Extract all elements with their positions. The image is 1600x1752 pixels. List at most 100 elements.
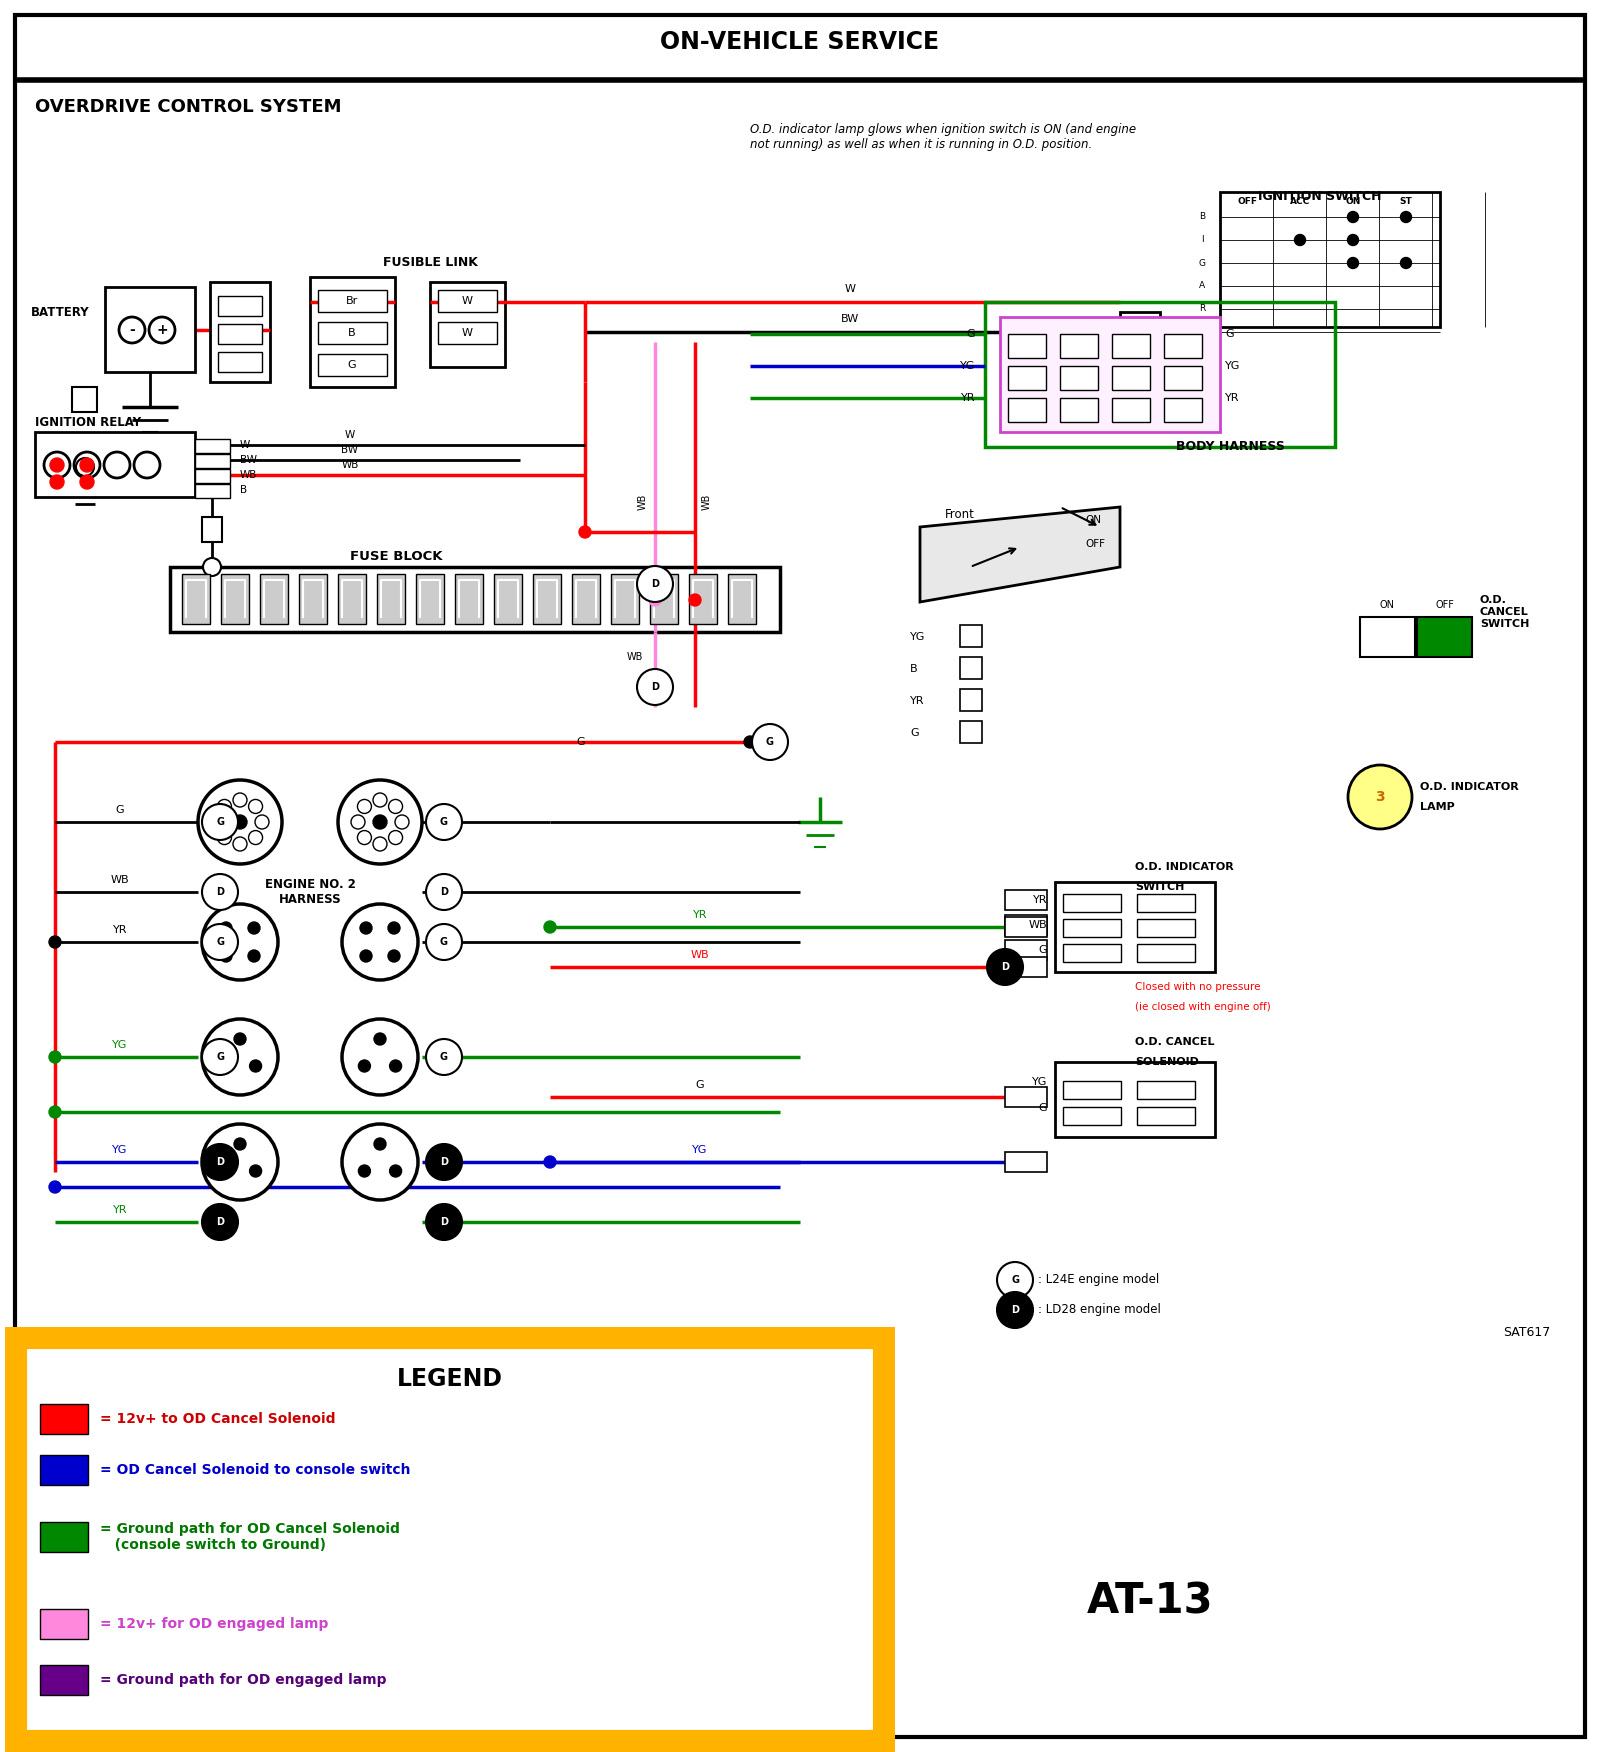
Circle shape <box>219 1165 230 1177</box>
Bar <box>1138 1107 1195 1125</box>
Text: O.D. INDICATOR: O.D. INDICATOR <box>1421 781 1518 792</box>
Circle shape <box>637 669 674 704</box>
Text: G: G <box>440 1051 448 1062</box>
Bar <box>1062 1081 1122 1099</box>
Text: G: G <box>576 738 586 746</box>
Circle shape <box>234 1139 246 1149</box>
Bar <box>1059 366 1098 391</box>
Text: W: W <box>845 284 856 294</box>
Bar <box>960 657 982 680</box>
Text: YG: YG <box>1226 361 1240 371</box>
Bar <box>1062 1107 1122 1125</box>
Circle shape <box>426 1204 462 1240</box>
Text: YG: YG <box>112 1146 128 1155</box>
Text: D: D <box>216 887 224 897</box>
Bar <box>1165 366 1202 391</box>
Bar <box>1360 617 1414 657</box>
Circle shape <box>218 830 232 844</box>
Bar <box>218 296 262 315</box>
Circle shape <box>50 457 64 471</box>
Text: = 12v+ for OD engaged lamp: = 12v+ for OD engaged lamp <box>99 1617 328 1631</box>
Bar <box>299 575 326 624</box>
Circle shape <box>1347 766 1413 829</box>
Circle shape <box>389 830 403 844</box>
Circle shape <box>250 1165 261 1177</box>
Circle shape <box>426 923 462 960</box>
Text: AT-13: AT-13 <box>1086 1580 1213 1622</box>
Circle shape <box>389 799 403 813</box>
Bar <box>960 625 982 646</box>
Text: YR: YR <box>1032 895 1046 906</box>
Bar <box>573 575 600 624</box>
Text: YG: YG <box>693 1146 707 1155</box>
Bar <box>195 454 230 468</box>
Text: IGNITION RELAY: IGNITION RELAY <box>35 415 141 429</box>
Circle shape <box>234 1034 246 1044</box>
Bar <box>318 322 387 343</box>
Circle shape <box>202 1144 238 1181</box>
Circle shape <box>80 475 94 489</box>
Text: WB: WB <box>110 874 130 885</box>
Text: YR: YR <box>910 696 925 706</box>
Circle shape <box>650 594 661 606</box>
Circle shape <box>50 936 61 948</box>
Circle shape <box>1347 258 1358 268</box>
Circle shape <box>360 950 371 962</box>
Text: G: G <box>216 816 224 827</box>
Bar <box>1112 366 1150 391</box>
Text: B: B <box>349 328 355 338</box>
Text: ON: ON <box>1085 515 1101 526</box>
Text: D: D <box>651 682 659 692</box>
Text: LEGEND: LEGEND <box>397 1367 502 1391</box>
Text: D: D <box>440 1218 448 1226</box>
Text: ST: ST <box>1400 198 1413 207</box>
Bar <box>1221 193 1440 328</box>
Text: B: B <box>910 664 918 675</box>
Text: G: G <box>347 359 357 370</box>
Circle shape <box>77 457 94 477</box>
Circle shape <box>202 1020 278 1095</box>
Text: W: W <box>240 440 250 450</box>
Circle shape <box>248 799 262 813</box>
Text: : LD28 engine model: : LD28 engine model <box>1038 1303 1162 1316</box>
Text: OVERDRIVE CONTROL SYSTEM: OVERDRIVE CONTROL SYSTEM <box>35 98 341 116</box>
Bar <box>35 433 195 498</box>
Circle shape <box>544 922 557 934</box>
Text: I: I <box>1200 235 1203 245</box>
Bar <box>430 282 506 366</box>
Text: G: G <box>440 816 448 827</box>
Bar <box>533 575 562 624</box>
Bar <box>1008 398 1046 422</box>
Bar <box>1005 941 1046 960</box>
Text: WB: WB <box>638 494 648 510</box>
Circle shape <box>358 1165 371 1177</box>
Circle shape <box>637 566 674 603</box>
Text: = 12v+ to OD Cancel Solenoid: = 12v+ to OD Cancel Solenoid <box>99 1412 336 1426</box>
Bar <box>1062 894 1122 913</box>
Text: Front: Front <box>946 508 974 520</box>
Circle shape <box>690 594 701 606</box>
Text: YG: YG <box>910 632 925 641</box>
Circle shape <box>202 1125 278 1200</box>
Circle shape <box>203 557 221 576</box>
Bar <box>1138 1081 1195 1099</box>
Circle shape <box>1347 235 1358 245</box>
Circle shape <box>373 837 387 851</box>
Circle shape <box>234 837 246 851</box>
Circle shape <box>387 922 400 934</box>
Circle shape <box>360 922 371 934</box>
Bar <box>310 277 395 387</box>
Circle shape <box>358 1060 371 1072</box>
Text: G: G <box>696 1079 704 1090</box>
Bar <box>221 575 250 624</box>
Bar <box>1005 1153 1046 1172</box>
Bar <box>1008 335 1046 357</box>
Text: O.D. indicator lamp glows when ignition switch is ON (and engine
not running) as: O.D. indicator lamp glows when ignition … <box>750 123 1136 151</box>
Text: ON: ON <box>1379 599 1395 610</box>
Circle shape <box>219 1060 230 1072</box>
Bar <box>40 1454 88 1486</box>
Text: G: G <box>1198 259 1205 268</box>
Text: R: R <box>1198 305 1205 314</box>
Circle shape <box>202 1204 238 1240</box>
Text: = OD Cancel Solenoid to console switch: = OD Cancel Solenoid to console switch <box>99 1463 411 1477</box>
